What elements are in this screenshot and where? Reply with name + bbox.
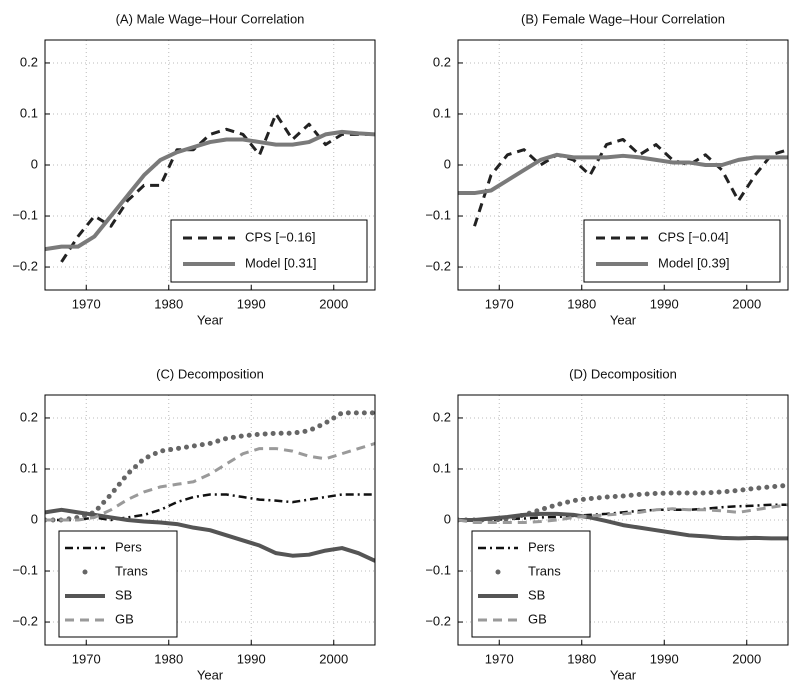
x-axis-label: Year	[610, 312, 637, 327]
x-tick-label: 1980	[154, 296, 183, 311]
x-tick-label: 1980	[567, 651, 596, 666]
x-tick-label: 2000	[732, 651, 761, 666]
x-tick-label: 1980	[567, 296, 596, 311]
legend-label: SB	[528, 587, 545, 602]
x-tick-label: 2000	[732, 296, 761, 311]
y-tick-label: −0.2	[425, 258, 451, 273]
y-tick-label: 0.1	[433, 460, 451, 475]
chart-title: (D) Decomposition	[569, 366, 677, 381]
y-tick-label: 0.1	[20, 460, 38, 475]
x-tick-label: 1970	[485, 296, 514, 311]
chart-title: (B) Female Wage–Hour Correlation	[521, 11, 725, 26]
y-tick-label: 0.2	[20, 409, 38, 424]
legend-box	[583, 219, 781, 283]
y-tick-label: −0.2	[12, 613, 38, 628]
y-tick-label: −0.1	[12, 562, 38, 577]
series-line	[473, 137, 788, 227]
series-group	[458, 482, 788, 541]
x-axis-label: Year	[197, 667, 224, 682]
legend-label: Pers	[528, 539, 555, 554]
x-tick-label: 1970	[72, 296, 101, 311]
series-line	[458, 511, 788, 541]
y-tick-label: 0	[31, 156, 38, 171]
y-tick-label: 0	[444, 156, 451, 171]
x-axis-label: Year	[197, 312, 224, 327]
series-line	[45, 507, 375, 563]
series-line	[45, 442, 375, 522]
y-tick-label: 0	[31, 511, 38, 526]
axes-frame	[44, 394, 376, 646]
x-tick-label: 1990	[237, 296, 266, 311]
y-tick-label: −0.1	[425, 562, 451, 577]
axes-frame	[457, 394, 789, 646]
legend-swatch	[82, 569, 88, 575]
series-group	[458, 137, 788, 227]
y-tick-label: 0.1	[20, 105, 38, 120]
legend-label: Trans	[115, 563, 148, 578]
legend-label: Model [0.39]	[658, 255, 730, 270]
y-tick-label: 0.2	[433, 409, 451, 424]
legend-label: GB	[115, 611, 134, 626]
series-line	[458, 152, 788, 196]
legend-label: Pers	[115, 539, 142, 554]
series-group	[45, 410, 375, 563]
panel: (D) Decomposition 0.2 0.1 0 −0.1 −0.2 1970 1980…	[425, 366, 789, 682]
x-tick-label: 1990	[237, 651, 266, 666]
series-line	[60, 112, 375, 263]
y-tick-label: 0.2	[20, 54, 38, 69]
legend-label: SB	[115, 587, 132, 602]
series-line	[45, 410, 375, 523]
legend-label: Trans	[528, 563, 561, 578]
legend-label: Model [0.31]	[245, 255, 317, 270]
panel: (C) Decomposition 0.2 0.1 0 −0.1 −0.2 1970 1980…	[12, 366, 376, 682]
legend-swatch	[495, 569, 501, 575]
x-axis-label: Year	[610, 667, 637, 682]
x-tick-label: 1990	[650, 651, 679, 666]
series-line	[45, 493, 375, 522]
chart-title: (A) Male Wage–Hour Correlation	[116, 11, 305, 26]
legend-label: CPS [−0.16]	[245, 229, 315, 244]
x-tick-label: 1970	[72, 651, 101, 666]
y-tick-label: −0.1	[425, 207, 451, 222]
chart-title: (C) Decomposition	[156, 366, 264, 381]
y-tick-label: −0.1	[12, 207, 38, 222]
x-tick-label: 1970	[485, 651, 514, 666]
x-tick-label: 1990	[650, 296, 679, 311]
series-group	[45, 112, 375, 263]
panel: (A) Male Wage–Hour Correlation 0.2 0.1 0 −0.…	[12, 11, 376, 327]
axes-frame	[457, 39, 789, 291]
series-line	[458, 503, 788, 525]
y-tick-label: −0.2	[425, 613, 451, 628]
y-tick-label: −0.2	[12, 258, 38, 273]
legend-label: CPS [−0.04]	[658, 229, 728, 244]
series-line	[45, 129, 375, 252]
x-tick-label: 1980	[154, 651, 183, 666]
x-tick-label: 2000	[319, 651, 348, 666]
y-tick-label: 0.2	[433, 54, 451, 69]
legend-label: GB	[528, 611, 547, 626]
y-tick-label: 0	[444, 511, 451, 526]
x-tick-label: 2000	[319, 296, 348, 311]
y-tick-label: 0.1	[433, 105, 451, 120]
panel: (B) Female Wage–Hour Correlation 0.2 0.1 0 −…	[425, 11, 789, 327]
legend-box	[170, 219, 368, 283]
axes-frame	[44, 39, 376, 291]
